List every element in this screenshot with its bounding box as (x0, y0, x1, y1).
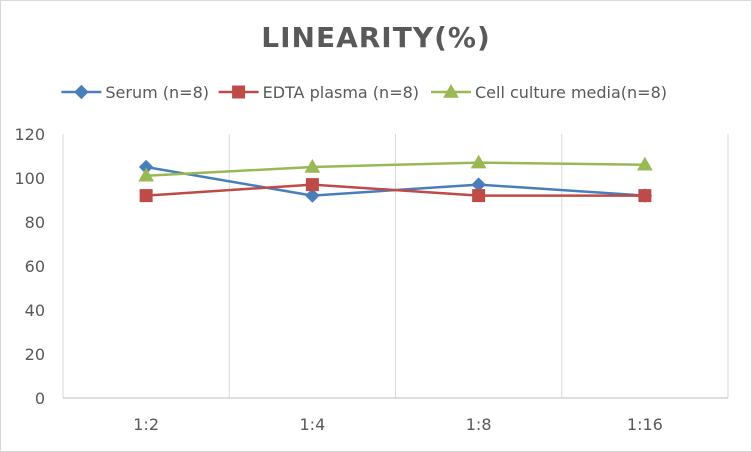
x-tick-label: 1:8 (466, 415, 492, 434)
data-point (638, 189, 652, 203)
data-point (138, 167, 154, 182)
data-point (305, 188, 320, 203)
series-line-3 (146, 161, 645, 178)
x-tick-label: 1:2 (133, 415, 159, 434)
y-tick-label: 0 (35, 389, 45, 408)
data-point (305, 178, 319, 192)
data-point (472, 189, 486, 203)
data-point (304, 158, 321, 173)
x-tick-label: 1:16 (627, 415, 663, 434)
x-tick-label: 1:4 (300, 415, 326, 434)
legend-marker-3 (443, 83, 459, 98)
y-tick-label: 40 (25, 301, 45, 320)
y-tick-label: 80 (25, 213, 45, 232)
data-point (637, 156, 653, 171)
y-tick-label: 60 (25, 257, 45, 276)
data-point (470, 154, 487, 169)
legend-marker-1 (74, 84, 89, 100)
legend-label-2: EDTA plasma (n=8) (263, 83, 419, 102)
legend-label-3: Cell culture media(n=8) (475, 83, 667, 102)
y-tick-label: 100 (14, 169, 45, 188)
series-line-2 (146, 183, 645, 197)
y-tick-label: 120 (14, 125, 45, 144)
data-point (139, 189, 153, 203)
y-tick-label: 20 (25, 345, 45, 364)
legend-label-1: Serum (n=8) (105, 83, 209, 102)
chart-title: LINEARITY(%) (261, 21, 491, 54)
legend-marker-2 (232, 85, 246, 99)
